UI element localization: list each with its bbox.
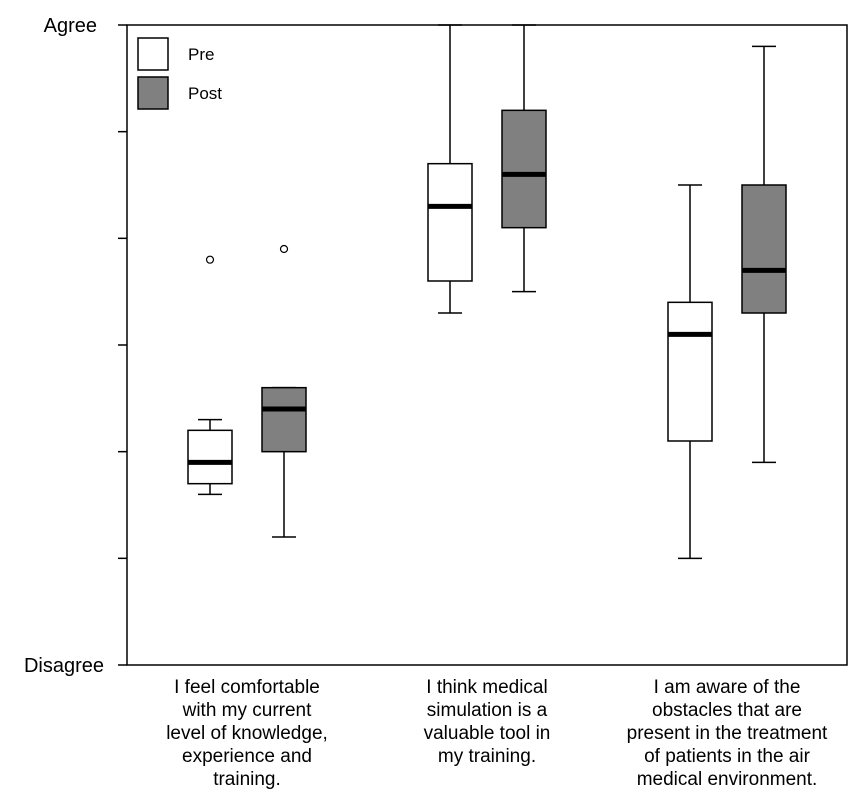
category-label-1: I feel comfortable with my current level o… xyxy=(166,677,328,790)
category-label-line: of patients in the air xyxy=(644,746,810,767)
category-label-line: I think medical xyxy=(426,677,547,698)
category-label-line: valuable tool in xyxy=(424,723,551,744)
iqr-box xyxy=(187,429,233,485)
box-pre-2 xyxy=(427,24,473,314)
box-pre-3 xyxy=(667,184,713,560)
box-post-1 xyxy=(261,244,307,538)
legend-swatch-post xyxy=(137,76,169,110)
y-top-label: Agree xyxy=(44,15,97,37)
category-label-line: simulation is a xyxy=(427,700,548,721)
outlier-point xyxy=(279,244,289,254)
category-label-line: training. xyxy=(213,769,281,790)
category-label-line: medical environment. xyxy=(637,769,818,790)
category-label-3: I am aware of the obstacles that are prese… xyxy=(627,677,828,790)
category-label-line: level of knowledge, xyxy=(166,723,328,744)
iqr-box xyxy=(427,162,473,282)
category-label-line: experience and xyxy=(182,746,312,767)
category-label-line: with my current xyxy=(182,700,313,721)
axes: Agree Disagree xyxy=(24,15,848,677)
legend: Pre Post xyxy=(137,37,222,110)
plot-frame xyxy=(126,24,848,666)
category-label-2: I think medical simulation is a valuable t… xyxy=(424,677,551,767)
iqr-box xyxy=(501,109,547,229)
iqr-box xyxy=(667,301,713,442)
legend-swatch-pre xyxy=(137,37,169,71)
iqr-box xyxy=(261,386,307,453)
category-label-line: my training. xyxy=(438,746,536,767)
box-group xyxy=(187,24,787,560)
legend-label-post: Post xyxy=(188,84,222,103)
category-label-line: I feel comfortable xyxy=(174,677,320,698)
category-label-line: I am aware of the xyxy=(654,677,801,698)
category-label-line: obstacles that are xyxy=(652,700,802,721)
box-post-2 xyxy=(501,24,547,293)
category-labels: I feel comfortable with my current level o… xyxy=(166,677,828,790)
outlier-point xyxy=(205,255,215,264)
y-bottom-label: Disagree xyxy=(24,655,104,677)
box-pre-1 xyxy=(187,255,233,496)
legend-label-pre: Pre xyxy=(188,45,214,64)
box-post-3 xyxy=(741,45,787,464)
category-label-line: present in the treatment xyxy=(627,723,828,744)
iqr-box xyxy=(741,184,787,314)
